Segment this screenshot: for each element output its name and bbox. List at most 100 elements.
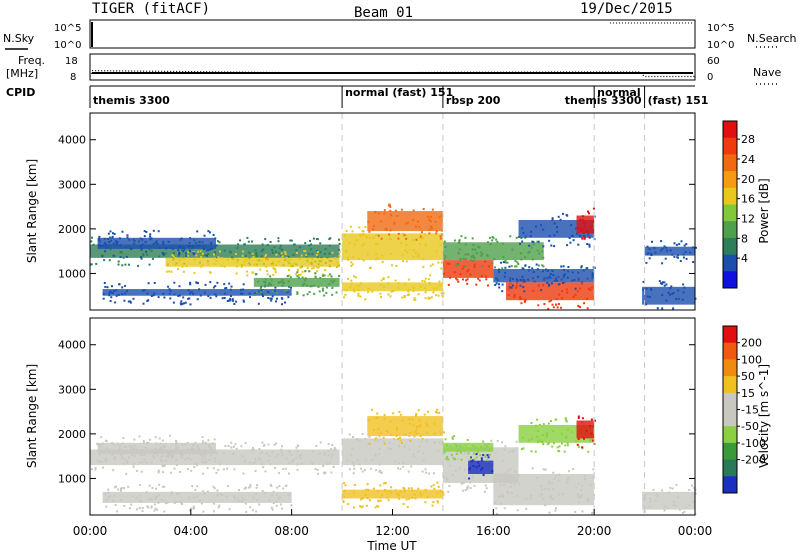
- power-pixel: [260, 289, 263, 292]
- vel-pixel: [656, 495, 659, 498]
- power-pixel: [127, 300, 130, 303]
- vel-pixel: [206, 466, 209, 469]
- power-pixel: [491, 236, 494, 238]
- power-pixel: [559, 283, 562, 285]
- power-pixel: [316, 270, 319, 273]
- power-pixel: [402, 260, 404, 263]
- power-pixel: [333, 257, 336, 260]
- vel-pixel: [203, 492, 206, 495]
- power-pixel: [514, 260, 517, 263]
- power-pixel: [307, 257, 310, 260]
- power-pixel: [524, 298, 527, 301]
- power-pixel: [562, 212, 564, 215]
- vel-pixel: [463, 476, 466, 479]
- power-pixel: [516, 279, 519, 282]
- power-pixel: [574, 287, 577, 290]
- power-pixel: [577, 243, 580, 246]
- vel-pixel: [487, 449, 490, 452]
- vel-pixel: [188, 509, 191, 512]
- vel-pixel: [549, 496, 552, 499]
- power-pixel: [356, 288, 359, 291]
- power-pixel: [140, 248, 143, 251]
- power-pixel: [161, 252, 164, 254]
- power-colorbar-cell: [723, 137, 737, 155]
- power-pixel: [556, 230, 559, 233]
- power-pixel: [473, 266, 476, 269]
- vel-pixel: [208, 443, 211, 446]
- power-pixel: [204, 283, 207, 286]
- vel-xtick-label: 08:00: [274, 524, 309, 538]
- vel-pixel: [379, 496, 382, 499]
- power-pixel: [536, 268, 539, 271]
- power-pixel: [586, 243, 589, 245]
- power-pixel: [207, 252, 210, 255]
- vel-ytick-label: 3000: [58, 383, 86, 396]
- vel-pixel: [380, 471, 383, 474]
- power-pixel: [239, 239, 242, 242]
- vel-pixel: [278, 496, 281, 499]
- power-pixel: [547, 282, 550, 285]
- power-pixel: [375, 234, 377, 237]
- power-pixel: [538, 252, 540, 255]
- power-pixel: [535, 225, 537, 228]
- power-pixel: [149, 235, 152, 238]
- power-pixel: [217, 256, 220, 259]
- power-pixel: [530, 246, 533, 249]
- power-pixel: [117, 263, 120, 266]
- power-pixel: [266, 273, 269, 276]
- power-pixel: [338, 274, 340, 277]
- vel-pixel: [394, 489, 397, 492]
- power-band: [367, 211, 443, 232]
- vel-pixel: [655, 493, 658, 496]
- power-pixel: [201, 263, 204, 266]
- power-pixel: [328, 244, 331, 247]
- vel-pixel: [116, 510, 119, 513]
- vel-pixel: [119, 489, 122, 492]
- power-pixel: [277, 237, 280, 240]
- vel-pixel: [444, 438, 447, 441]
- vel-pixel: [136, 469, 138, 472]
- power-pixel: [489, 243, 492, 246]
- power-pixel: [316, 251, 319, 253]
- power-pixel: [431, 208, 434, 211]
- power-pixel: [517, 263, 520, 265]
- vel-pixel: [510, 492, 513, 494]
- power-pixel: [439, 244, 442, 247]
- power-pixel: [317, 285, 320, 288]
- power-pixel: [400, 208, 403, 211]
- power-pixel: [365, 235, 368, 238]
- vel-pixel: [274, 467, 276, 469]
- vel-pixel: [544, 468, 547, 471]
- power-pixel: [260, 259, 263, 262]
- vel-pixel: [156, 495, 159, 498]
- vel-pixel: [482, 473, 485, 476]
- power-pixel: [344, 293, 347, 296]
- power-pixel: [105, 247, 108, 249]
- power-pixel: [251, 252, 254, 255]
- vel-pixel: [252, 462, 255, 465]
- power-pixel: [102, 292, 105, 295]
- vel-pixel: [433, 442, 436, 445]
- vel-pixel: [265, 452, 268, 455]
- velocity-colorbar-label: Velocity [m s^-1]: [757, 364, 771, 468]
- power-pixel: [559, 218, 562, 221]
- power-pixel: [372, 237, 375, 239]
- power-pixel: [325, 286, 328, 289]
- power-pixel: [684, 251, 687, 253]
- vel-pixel: [212, 485, 215, 488]
- power-pixel: [685, 243, 688, 246]
- power-pixel: [171, 254, 174, 257]
- vel-pixel: [98, 453, 101, 456]
- vel-pixel: [410, 487, 413, 490]
- power-pixel: [323, 274, 326, 277]
- vel-pixel: [120, 488, 122, 490]
- power-pixel: [173, 293, 176, 296]
- power-pixel: [109, 290, 112, 293]
- power-pixel: [377, 212, 380, 215]
- vel-pixel: [516, 509, 519, 512]
- vel-pixel: [649, 500, 652, 503]
- vel-pixel: [405, 498, 408, 501]
- power-pixel: [407, 290, 410, 293]
- vel-pixel: [263, 492, 266, 495]
- power-pixel: [102, 297, 105, 300]
